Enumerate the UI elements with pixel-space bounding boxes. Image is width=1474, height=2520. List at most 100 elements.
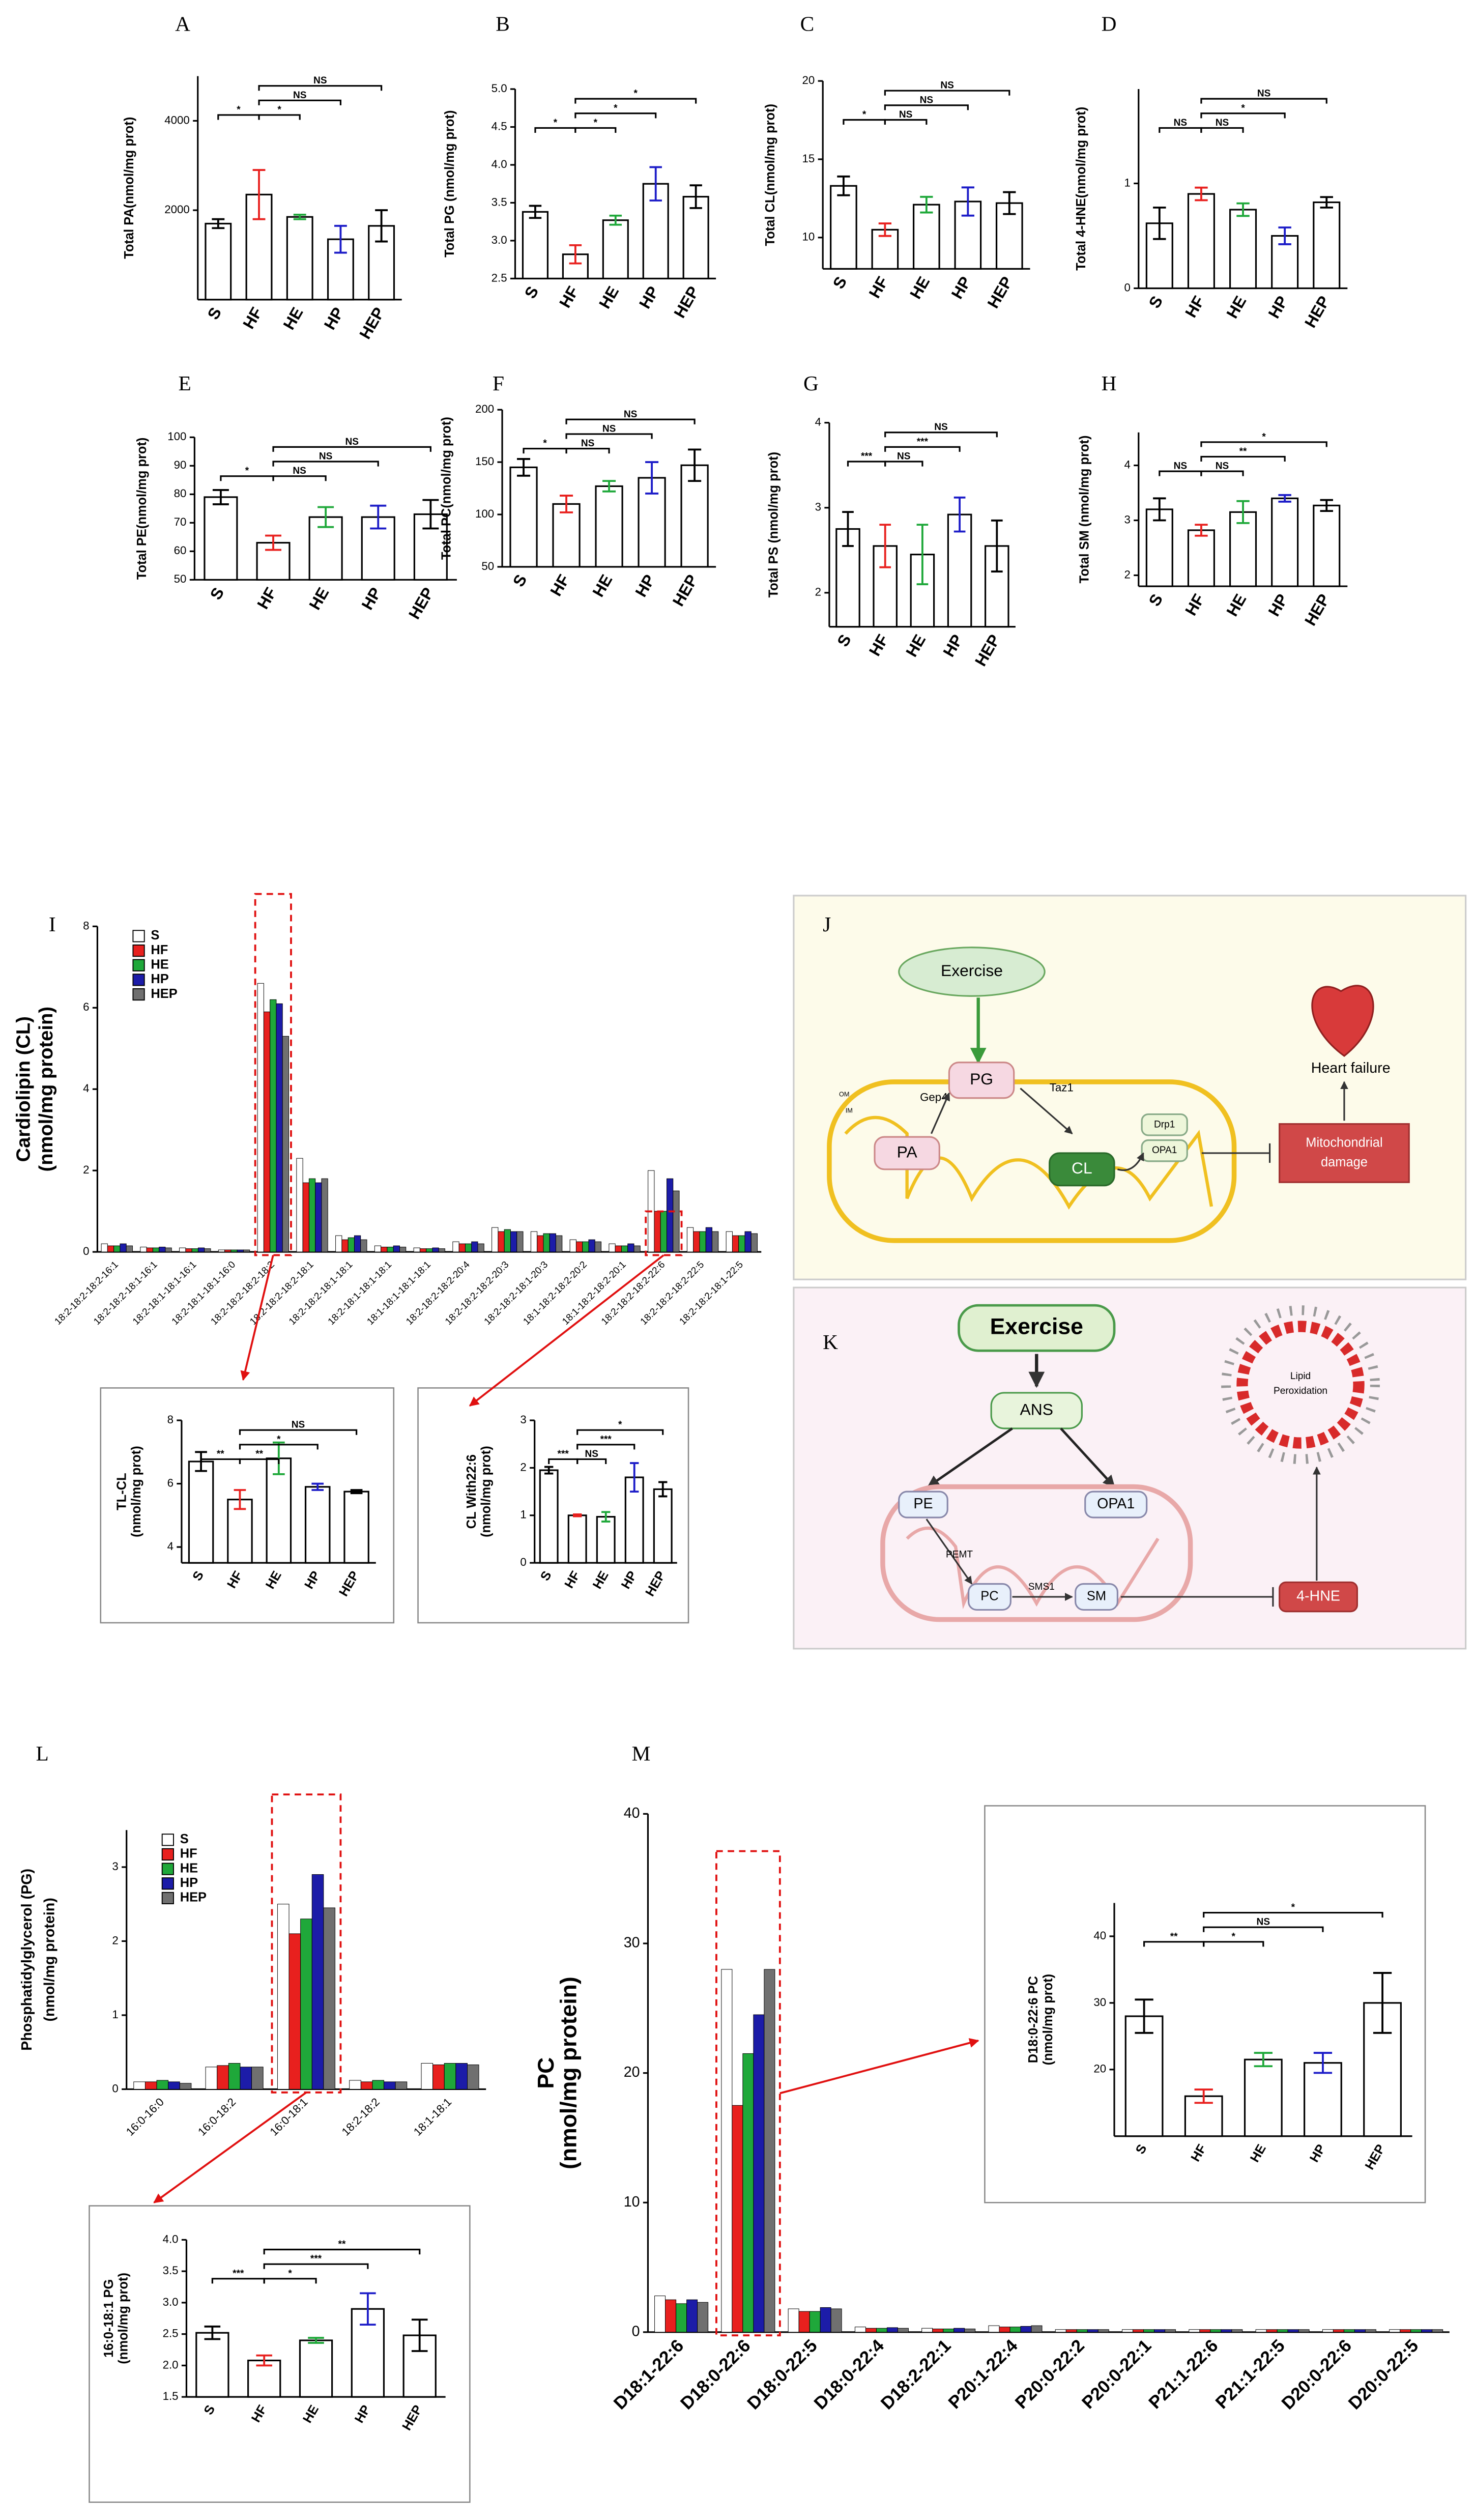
mitochondrion-inner (906, 1526, 1160, 1610)
node-label: Taz1 (1050, 1081, 1074, 1094)
bar (218, 1249, 225, 1252)
y-axis-label: Total PC(nmol/mg prot) (440, 417, 454, 560)
x-tick-label: D18:0-22:5 (743, 2336, 821, 2414)
x-tick-label: HF (865, 273, 891, 301)
bar (556, 1235, 563, 1252)
bar (299, 2339, 333, 2398)
bar (1421, 2329, 1433, 2333)
error-bar (317, 506, 334, 528)
error-bar (334, 224, 347, 254)
bar (1097, 2329, 1109, 2333)
significance-bracket (843, 119, 886, 125)
y-axis-label: D18:0-22:6 PC (1026, 1976, 1041, 2063)
significance-label: * (862, 109, 866, 120)
significance-label: NS (1216, 118, 1229, 128)
bar (582, 1241, 589, 1252)
significance-bracket (884, 446, 961, 452)
bar (642, 183, 669, 279)
y-axis-label: Total PE(nmol/mg prot) (135, 438, 149, 580)
error-bar (991, 519, 1003, 572)
significance-bracket (1159, 470, 1202, 476)
x-tick-label: S (833, 631, 855, 649)
significance-label: *** (310, 2254, 322, 2265)
x-tick-label: HF (253, 584, 280, 612)
x-tick-label: HEP (669, 571, 702, 610)
error-bar (842, 511, 854, 547)
y-tick-label: 50 (174, 572, 187, 585)
bar (421, 2063, 433, 2089)
legend-swatch (132, 973, 145, 986)
bar (168, 2081, 180, 2089)
ans-node (990, 1392, 1083, 1429)
bar (1287, 2329, 1299, 2333)
error-bar (573, 1513, 582, 1517)
x-tick-label: HE (595, 283, 622, 311)
x-tick-label: HF (1181, 293, 1208, 321)
node-label: PE (913, 1496, 933, 1512)
bar (276, 1003, 283, 1252)
y-axis-label: (nmol/mg prot) (479, 1446, 494, 1537)
significance-bracket (239, 1444, 319, 1450)
bar (277, 1904, 290, 2089)
y-tick-label: 50 (481, 560, 494, 572)
bar (575, 1241, 583, 1252)
bar (667, 1178, 674, 1252)
error-bar (920, 195, 933, 214)
y-axis-label: Total PA(nmol/mg prot) (122, 117, 136, 259)
error-bar (234, 1489, 246, 1510)
bar (133, 2081, 146, 2089)
bar (886, 2327, 898, 2333)
bar (1389, 2329, 1401, 2333)
y-tick-label: 2 (520, 1461, 526, 1473)
significance-bracket (263, 2263, 369, 2269)
significance-label: *** (558, 1449, 569, 1459)
bar (680, 464, 709, 568)
bar (1076, 2329, 1088, 2333)
bar (712, 1231, 719, 1252)
x-tick-label: HF (239, 304, 266, 332)
y-tick-label: 4 (815, 416, 821, 428)
x-tick-label: HE (1223, 293, 1250, 321)
y-tick-label: 150 (475, 455, 494, 468)
legend-label: HP (151, 972, 168, 986)
highlight-box (715, 1850, 781, 2337)
y-tick-label: 15 (802, 152, 815, 165)
legend-swatch (132, 988, 145, 1001)
legend-label: HP (180, 1876, 198, 1890)
y-tick-label: 3 (112, 1860, 118, 1873)
significance-label: NS (293, 90, 307, 101)
bar (374, 1245, 382, 1252)
bar (348, 1237, 355, 1252)
bar (321, 1178, 328, 1252)
node-label: OPA1 (1097, 1496, 1135, 1512)
bar (458, 1243, 466, 1252)
bar (1304, 2062, 1342, 2137)
bar (204, 1248, 211, 1252)
panel-letter: C (800, 12, 815, 35)
x-tick-label: HE (279, 304, 306, 333)
node-label: Exercise (990, 1314, 1083, 1339)
significance-label: * (594, 118, 598, 128)
significance-bracket (258, 114, 301, 120)
bar (738, 1235, 745, 1252)
error-bar (204, 2325, 221, 2340)
y-tick-label: 200 (475, 403, 494, 415)
error-bar (1278, 494, 1291, 503)
x-tick-label: HEP (1301, 293, 1334, 331)
significance-label: NS (319, 451, 333, 462)
x-tick-label: D18:0-22:6 (677, 2336, 755, 2414)
y-tick-label: 30 (624, 1935, 640, 1951)
y-tick-label: 1 (1124, 176, 1130, 189)
bar (372, 2080, 385, 2089)
error-bar (293, 213, 306, 220)
y-tick-label: 0 (632, 2323, 640, 2339)
bar (1189, 2329, 1200, 2333)
node-label: Mitochondrial (1306, 1136, 1382, 1150)
error-bar (265, 534, 282, 551)
opa1-node (1084, 1491, 1148, 1519)
error-bar (360, 2292, 376, 2326)
bar (395, 2081, 408, 2089)
bar (602, 219, 629, 279)
bar (1432, 2329, 1443, 2333)
callout-arrow (153, 2092, 307, 2203)
